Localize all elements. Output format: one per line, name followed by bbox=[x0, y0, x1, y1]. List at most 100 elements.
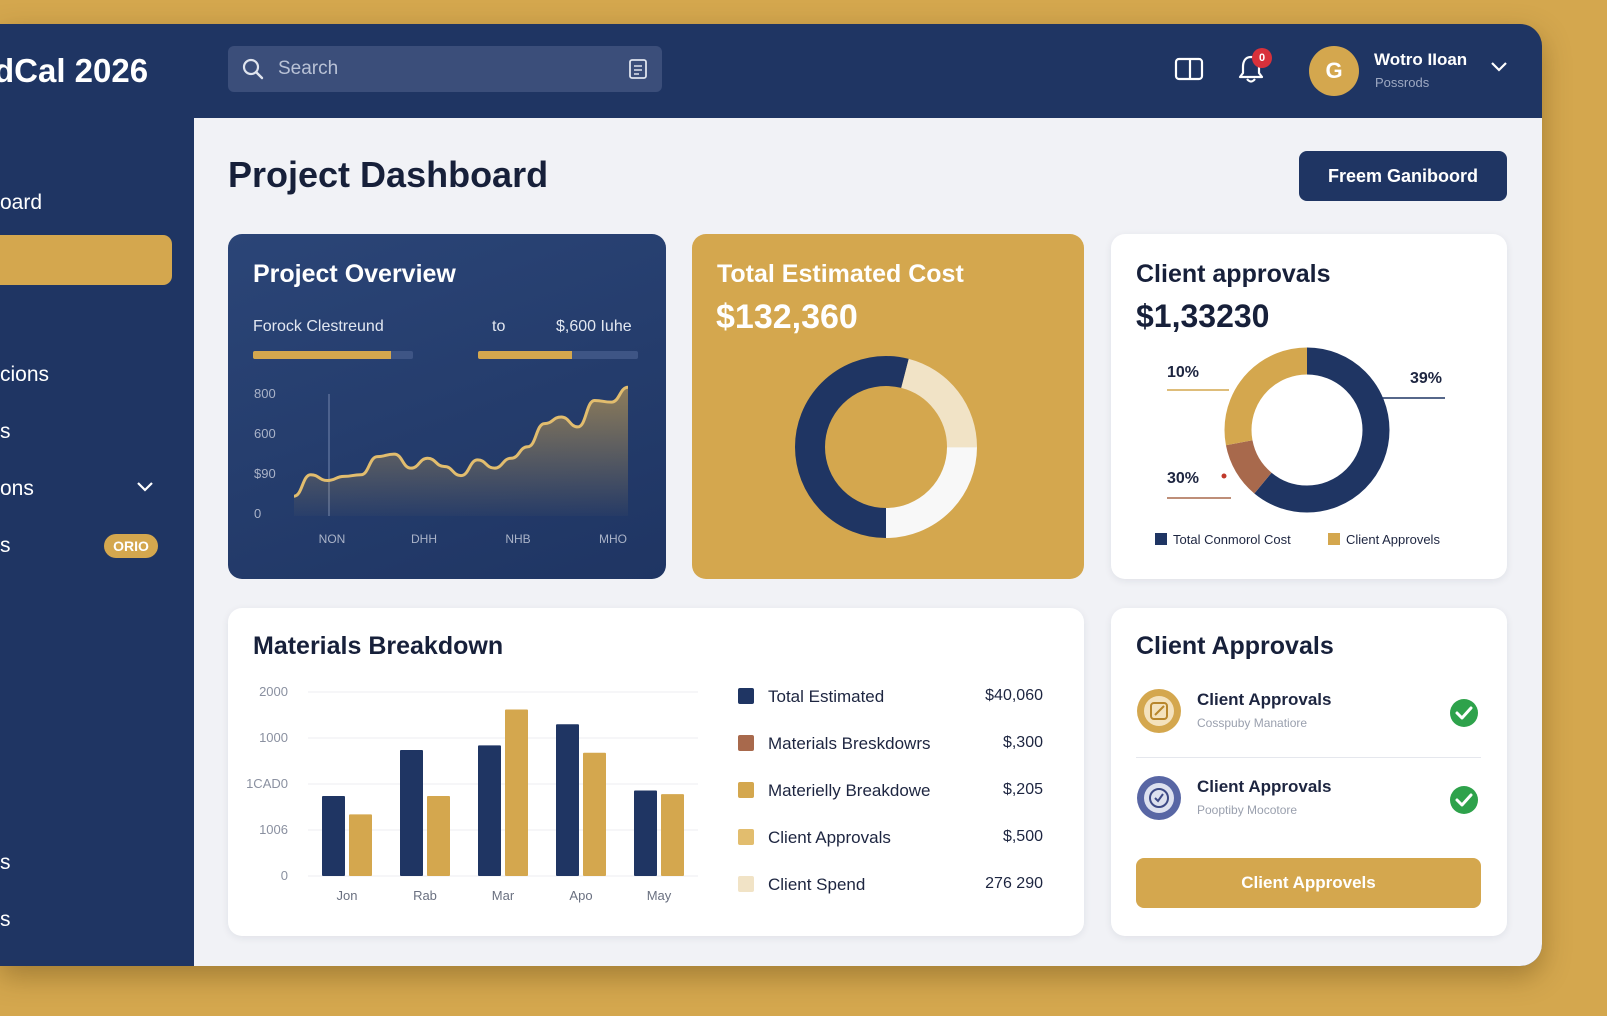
legend-value: $,205 bbox=[1002, 781, 1043, 798]
progress-label: Forock Clestreund bbox=[253, 318, 384, 335]
materials-breakdown-card: Materials Breakdown 2000 1000 1CAD0 1006 0 Jo… bbox=[228, 608, 1084, 936]
progress-bar-left bbox=[253, 351, 413, 359]
progress-bar-fill bbox=[478, 351, 573, 359]
keyboard-shortcut-icon bbox=[628, 58, 648, 86]
bar bbox=[583, 752, 606, 876]
card-title: Client approvals bbox=[1136, 260, 1331, 288]
bar bbox=[427, 795, 450, 876]
legend-swatch bbox=[738, 688, 754, 704]
sidebar-item-dashboard[interactable]: oard bbox=[0, 178, 42, 228]
approvals-amount: $1,33230 bbox=[1136, 298, 1270, 334]
pct-label-right-top: 39% bbox=[1410, 370, 1443, 387]
legend-label: Total Estimated bbox=[768, 687, 885, 706]
legend-label: Client Approvals bbox=[768, 828, 891, 847]
x-tick-label: NHB bbox=[505, 532, 530, 546]
y-tick-label: 1006 bbox=[259, 822, 288, 837]
sidebar-item-7[interactable]: s ORIO bbox=[0, 521, 172, 571]
legend-value: $40,060 bbox=[985, 687, 1043, 704]
bar bbox=[400, 749, 423, 876]
approval-item-subtitle: Cosspuby Manatiore bbox=[1197, 716, 1308, 730]
legend-label: Materials Breskdowrs bbox=[768, 734, 931, 753]
area-fill bbox=[294, 387, 628, 516]
pie-slice bbox=[795, 356, 977, 538]
x-tick-label: May bbox=[647, 888, 672, 903]
progress-bar-right bbox=[478, 351, 638, 359]
client-approvals-summary-card: Client approvals $1,33230 10% 39% 30% To… bbox=[1111, 234, 1507, 579]
sidebar-item-label: s bbox=[0, 851, 11, 874]
page-title: Project Dashboard bbox=[228, 154, 549, 195]
card-title: Materials Breakdown bbox=[253, 632, 504, 660]
status-badge: ORIO bbox=[104, 534, 158, 558]
y-tick-label: 2000 bbox=[259, 684, 288, 699]
series-line bbox=[293, 385, 629, 498]
search-input[interactable]: Search bbox=[228, 46, 662, 92]
legend-label: Materielly Breakdowe bbox=[768, 781, 931, 800]
legend-label: Total Conmorol Cost bbox=[1173, 532, 1291, 547]
sidebar: oard cions s ons s ORIO s s bbox=[0, 118, 194, 966]
card-title: Total Estimated Cost bbox=[717, 260, 964, 288]
approval-item[interactable]: Client Approvals Pooptiby Mocotore bbox=[1136, 773, 1481, 833]
client-approvals-button[interactable]: Client Approvels bbox=[1136, 858, 1481, 908]
y-tick-label: 0 bbox=[281, 868, 288, 883]
approval-item-subtitle: Pooptiby Mocotore bbox=[1197, 803, 1298, 817]
legend-item: Client Approvels bbox=[1328, 532, 1440, 547]
sidebar-item-4[interactable]: cions bbox=[0, 350, 49, 400]
legend-swatch bbox=[1155, 533, 1167, 545]
avatar[interactable]: G bbox=[1309, 46, 1359, 96]
sidebar-item-active[interactable] bbox=[0, 235, 172, 285]
card-title: Project Overview bbox=[253, 260, 456, 288]
legend-value: $,300 bbox=[1002, 734, 1043, 751]
approval-item-title: Client Approvals bbox=[1197, 690, 1332, 709]
sidebar-item-9[interactable]: s bbox=[0, 895, 11, 945]
cost-donut-chart bbox=[795, 356, 977, 538]
legend-label: Client Approvels bbox=[1346, 532, 1440, 547]
client-approvals-card: Client Approvals Client Approvals Cosspu… bbox=[1111, 608, 1507, 936]
progress-bar-fill bbox=[253, 351, 391, 359]
clock-icon bbox=[1136, 775, 1182, 826]
bar bbox=[505, 709, 528, 876]
y-tick-label: 1CAD0 bbox=[246, 776, 288, 791]
legend-label: Client Spend bbox=[768, 875, 866, 894]
search-icon bbox=[242, 58, 264, 86]
card-title: Client Approvals bbox=[1136, 632, 1334, 660]
legend-swatch bbox=[738, 829, 754, 845]
primary-action-button[interactable]: Freem Ganiboord bbox=[1299, 151, 1507, 201]
bar bbox=[634, 790, 657, 876]
pct-label-left-top: 10% bbox=[1167, 364, 1200, 381]
app-title: dCal 2026 bbox=[0, 52, 149, 89]
legend-swatch bbox=[1328, 533, 1340, 545]
panel-toggle-icon[interactable] bbox=[1174, 56, 1204, 87]
sidebar-item-8[interactable]: s bbox=[0, 838, 11, 888]
sidebar-item-label: s bbox=[0, 534, 11, 557]
total-cost-amount: $132,360 bbox=[716, 298, 858, 336]
x-tick-label: Jon bbox=[337, 888, 358, 903]
bar bbox=[556, 724, 579, 876]
materials-bar-chart: 2000 1000 1CAD0 1006 0 Jon Rab Mar Apo May bbox=[246, 684, 698, 903]
sidebar-item-label: ons bbox=[0, 477, 34, 500]
total-cost-card: Total Estimated Cost $132,360 bbox=[692, 234, 1084, 579]
legend-value: $,500 bbox=[1002, 828, 1043, 845]
pct-label-left-bottom: 30% bbox=[1167, 470, 1200, 487]
x-tick-label: MHO bbox=[599, 532, 627, 546]
legend-swatch bbox=[738, 876, 754, 892]
search-placeholder: Search bbox=[278, 58, 339, 79]
sidebar-item-label: s bbox=[0, 420, 11, 443]
legend-value: 276 290 bbox=[985, 875, 1043, 892]
check-circle-icon bbox=[1449, 698, 1479, 733]
approvals-donut-chart bbox=[1167, 347, 1445, 513]
area-chart: 800 600 $90 0 NON DHH NHB MHO bbox=[254, 385, 629, 546]
edit-icon bbox=[1136, 688, 1182, 739]
approval-item-title: Client Approvals bbox=[1197, 777, 1332, 796]
x-tick-label: Apo bbox=[569, 888, 592, 903]
x-tick-label: NON bbox=[319, 532, 346, 546]
sidebar-item-label: cions bbox=[0, 363, 50, 386]
sidebar-item-5[interactable]: s bbox=[0, 407, 11, 457]
x-tick-label: Mar bbox=[492, 888, 515, 903]
y-tick-label: 1000 bbox=[259, 730, 288, 745]
user-name[interactable]: Wotro IIoan bbox=[1374, 50, 1468, 69]
approval-item[interactable]: Client Approvals Cosspuby Manatiore bbox=[1136, 686, 1481, 746]
sidebar-item-6[interactable]: ons bbox=[0, 464, 172, 514]
legend-swatch bbox=[738, 782, 754, 798]
chevron-down-icon[interactable] bbox=[1490, 60, 1508, 78]
y-tick-label: $90 bbox=[254, 466, 276, 481]
